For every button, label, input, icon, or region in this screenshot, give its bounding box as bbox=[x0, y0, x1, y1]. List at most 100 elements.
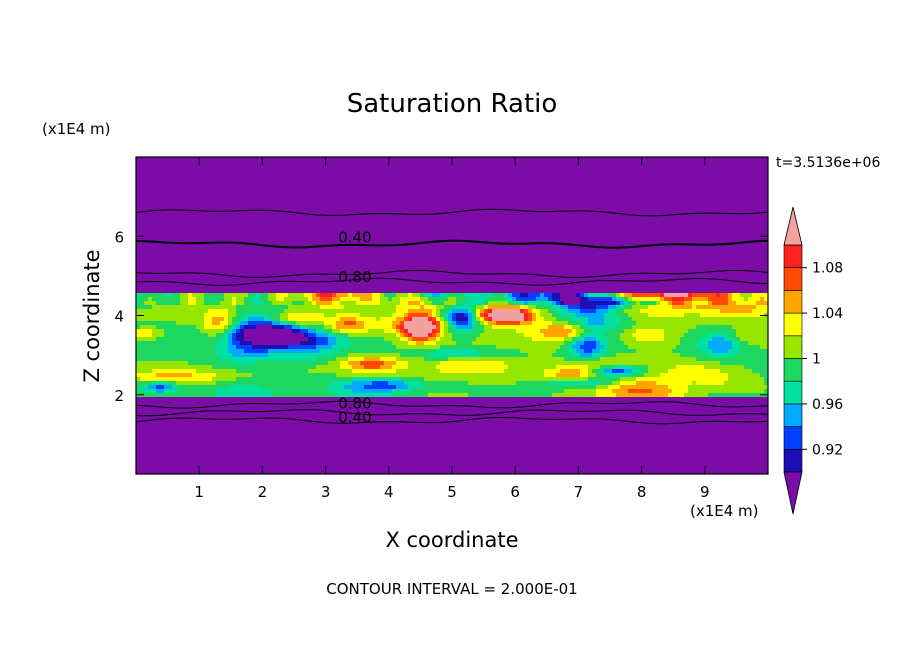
field-cell bbox=[480, 365, 484, 369]
field-cell bbox=[500, 349, 504, 353]
field-cell bbox=[596, 313, 600, 317]
field-cell bbox=[300, 317, 304, 321]
field-cell bbox=[644, 325, 648, 329]
field-cell bbox=[720, 289, 724, 293]
field-cell bbox=[448, 341, 452, 345]
field-cell bbox=[204, 365, 208, 369]
field-cell bbox=[680, 345, 684, 349]
field-cell bbox=[516, 377, 520, 381]
field-cell bbox=[632, 349, 636, 353]
field-cell bbox=[656, 353, 660, 357]
field-cell bbox=[416, 357, 420, 361]
field-cell bbox=[400, 289, 404, 293]
field-cell bbox=[416, 297, 420, 301]
colorbar-segment bbox=[783, 290, 803, 314]
field-cell bbox=[648, 301, 652, 305]
field-cell bbox=[736, 353, 740, 357]
field-cell bbox=[252, 381, 256, 385]
field-cell bbox=[436, 305, 440, 309]
field-cell bbox=[676, 337, 680, 341]
field-cell bbox=[176, 301, 180, 305]
field-cell bbox=[544, 369, 548, 373]
field-cell bbox=[436, 373, 440, 377]
field-cell bbox=[352, 289, 356, 293]
field-cell bbox=[516, 389, 520, 393]
field-cell bbox=[724, 381, 728, 385]
field-cell bbox=[580, 297, 584, 301]
field-cell bbox=[596, 293, 600, 297]
field-cell bbox=[312, 325, 316, 329]
field-cell bbox=[428, 333, 432, 337]
field-cell bbox=[356, 289, 360, 293]
field-cell bbox=[640, 305, 644, 309]
field-cell bbox=[436, 349, 440, 353]
field-cell bbox=[736, 301, 740, 305]
field-cell bbox=[216, 325, 220, 329]
field-cell bbox=[300, 373, 304, 377]
field-cell bbox=[504, 317, 508, 321]
field-cell bbox=[592, 389, 596, 393]
field-cell bbox=[208, 301, 212, 305]
field-cell bbox=[252, 361, 256, 365]
field-cell bbox=[416, 333, 420, 337]
field-cell bbox=[248, 321, 252, 325]
field-cell bbox=[676, 369, 680, 373]
field-cell bbox=[696, 293, 700, 297]
field-cell bbox=[576, 373, 580, 377]
x-tick-label: 3 bbox=[321, 483, 331, 501]
field-cell bbox=[380, 325, 384, 329]
field-cell bbox=[748, 341, 752, 345]
field-cell bbox=[700, 345, 704, 349]
field-cell bbox=[532, 397, 536, 401]
colorbar-segment bbox=[783, 312, 803, 337]
field-cell bbox=[612, 333, 616, 337]
field-cell bbox=[352, 329, 356, 333]
field-cell bbox=[308, 325, 312, 329]
field-cell bbox=[384, 325, 388, 329]
field-cell bbox=[348, 313, 352, 317]
field-cell bbox=[272, 397, 276, 401]
field-cell bbox=[480, 393, 484, 397]
field-cell bbox=[640, 293, 644, 297]
field-cell bbox=[524, 365, 528, 369]
field-cell bbox=[172, 321, 176, 325]
field-cell bbox=[580, 321, 584, 325]
field-cell bbox=[612, 373, 616, 377]
field-cell bbox=[212, 361, 216, 365]
field-cell bbox=[528, 309, 532, 313]
field-cell bbox=[456, 397, 460, 401]
field-cell bbox=[540, 321, 544, 325]
colorbar-above-arrow bbox=[783, 206, 803, 246]
field-cell bbox=[548, 369, 552, 373]
field-cell bbox=[344, 369, 348, 373]
field-cell bbox=[352, 381, 356, 385]
field-cell bbox=[484, 397, 488, 401]
field-cell bbox=[696, 345, 700, 349]
field-cell bbox=[632, 333, 636, 337]
field-cell bbox=[500, 373, 504, 377]
field-cell bbox=[140, 325, 144, 329]
field-cell bbox=[656, 373, 660, 377]
field-cell bbox=[528, 389, 532, 393]
field-cell bbox=[236, 337, 240, 341]
field-cell bbox=[272, 313, 276, 317]
field-cell bbox=[492, 305, 496, 309]
field-cell bbox=[360, 365, 364, 369]
field-cell bbox=[708, 361, 712, 365]
field-cell bbox=[272, 377, 276, 381]
field-cell bbox=[716, 321, 720, 325]
field-cell bbox=[584, 377, 588, 381]
field-cell bbox=[456, 385, 460, 389]
field-cell bbox=[448, 301, 452, 305]
field-cell bbox=[140, 385, 144, 389]
field-cell bbox=[764, 377, 768, 381]
field-cell bbox=[288, 397, 292, 401]
field-cell bbox=[352, 341, 356, 345]
field-cell bbox=[632, 369, 636, 373]
field-cell bbox=[232, 385, 236, 389]
field-cell bbox=[612, 361, 616, 365]
field-cell bbox=[232, 289, 236, 293]
field-cell bbox=[700, 341, 704, 345]
field-cell bbox=[420, 393, 424, 397]
field-cell bbox=[744, 341, 748, 345]
